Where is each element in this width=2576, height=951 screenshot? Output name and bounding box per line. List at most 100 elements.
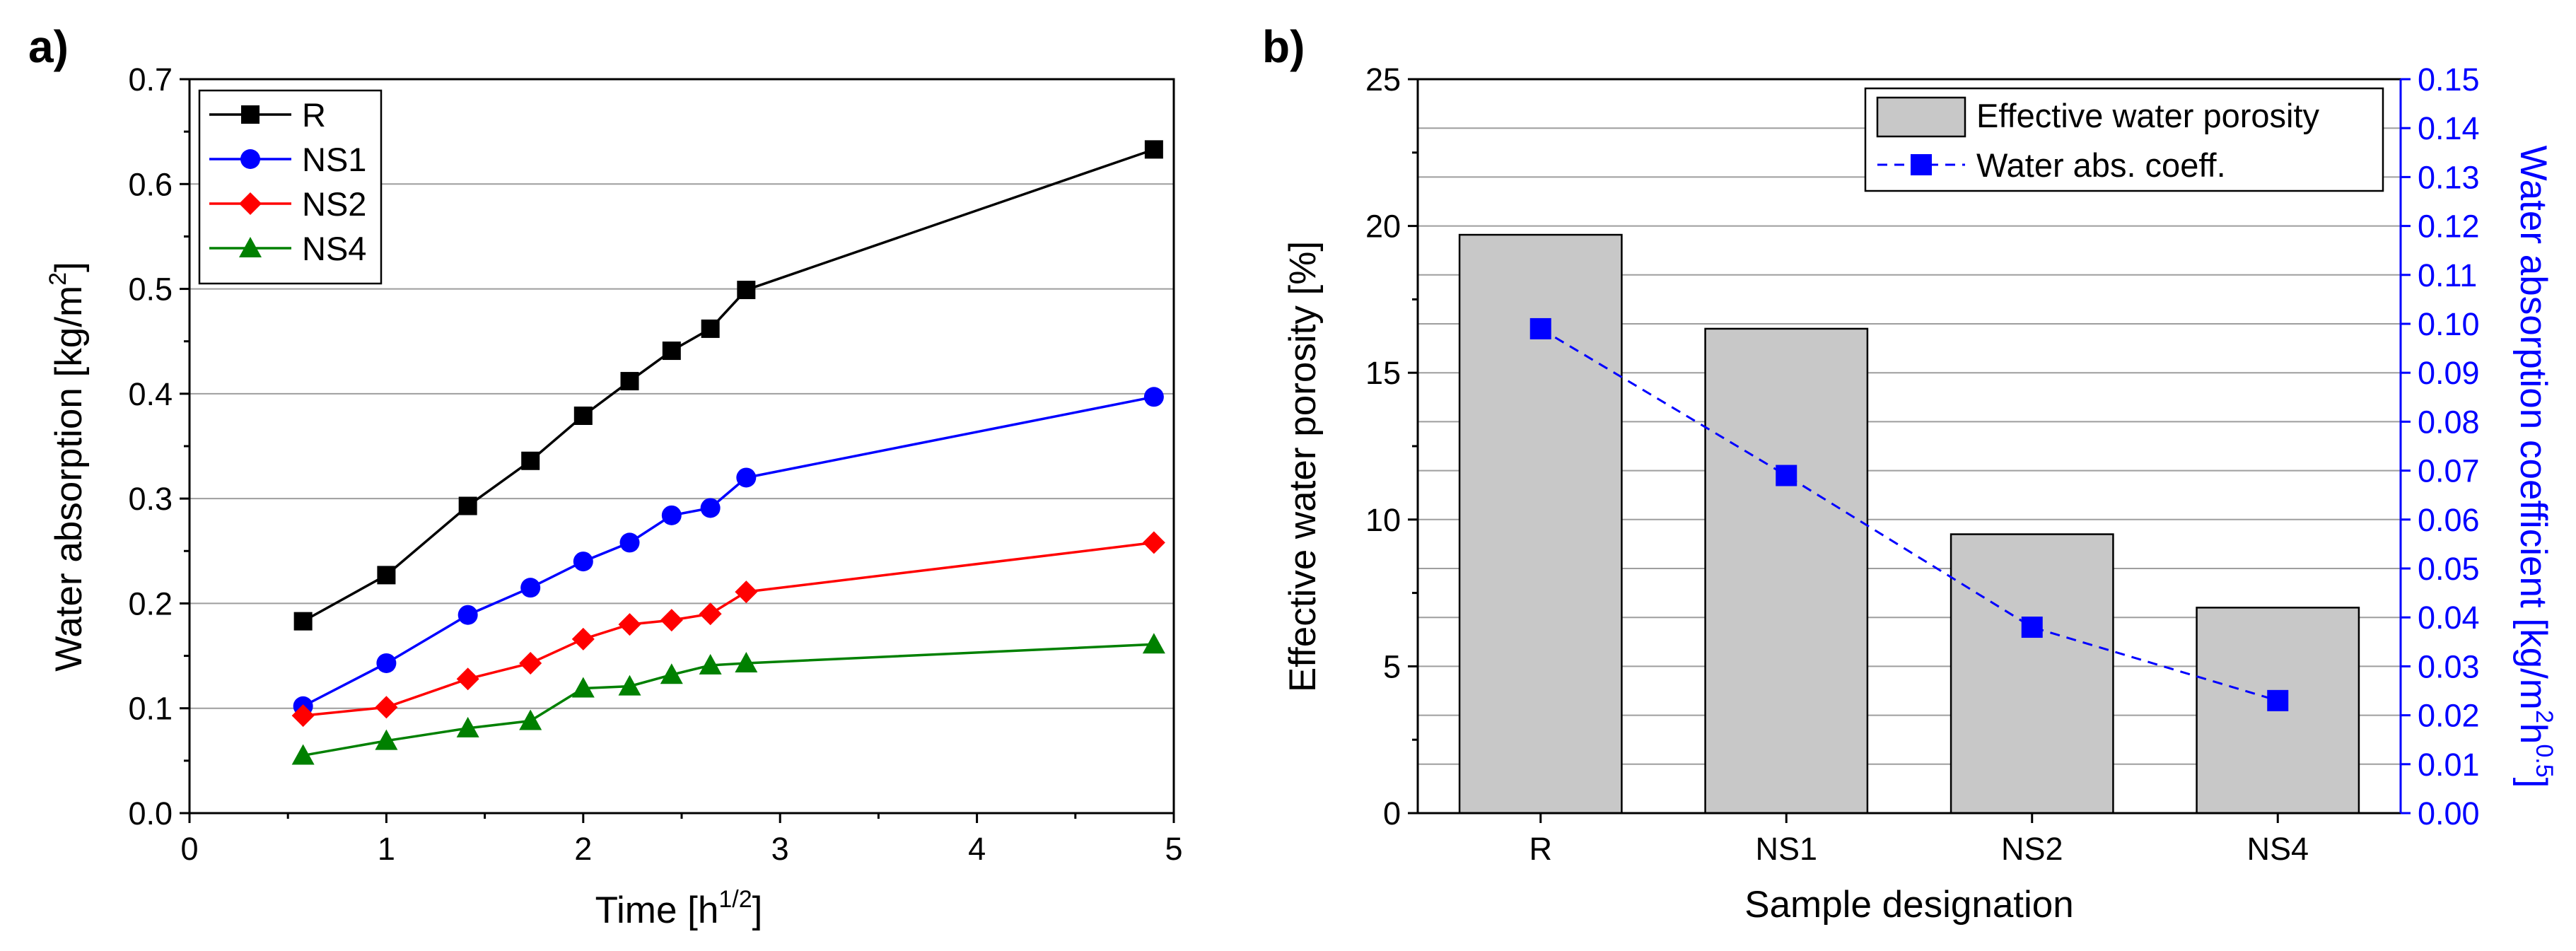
- data-point-ns1: [1143, 387, 1164, 407]
- panel-b-left-tick-label: 5: [1383, 648, 1401, 684]
- data-point-r: [293, 612, 313, 631]
- legend-marker-ns1: [240, 149, 260, 169]
- panel-a-legend: R NS1 NS2 NS4: [198, 89, 383, 285]
- panel-a-x-tick-label: 3: [771, 831, 789, 867]
- panel-b-right-tick-label: 0.04: [2418, 600, 2480, 636]
- panel-b-right-tick-label: 0.08: [2418, 404, 2480, 440]
- data-point-ns4: [519, 709, 542, 730]
- panel-a-line-chart: a) 0.0 0.1 0.2 0.3 0.4 0.5 0.6 0.7 0 1 2 3 4 5 Time […: [28, 21, 1183, 931]
- panel-a-x-tick-label: 0: [180, 831, 198, 867]
- legend-label-ns1: NS1: [302, 141, 366, 178]
- panel-b-left-axis-title: Effective water porosity [%]: [1282, 241, 1324, 692]
- series-line-ns1: [302, 395, 1155, 708]
- series-line-ns2: [303, 541, 1155, 717]
- bar-ns1: [1704, 327, 1869, 815]
- panel-a-x-tick-label: 4: [968, 831, 986, 867]
- panel-a-y-tick-label: 0.4: [128, 376, 173, 412]
- panel-b-right-title-mid: h: [2512, 723, 2554, 744]
- coefficient-line: [1539, 327, 2278, 702]
- panel-b-label: b): [1262, 21, 1305, 72]
- data-point-ns2: [699, 602, 722, 626]
- data-point-r: [377, 566, 396, 585]
- panel-a-y-tick-label: 0.5: [128, 272, 173, 308]
- panel-b-left-tick-label: 20: [1365, 209, 1401, 245]
- data-point-r: [458, 496, 477, 515]
- coefficient-point-ns2: [2021, 617, 2043, 638]
- panel-b-right-axis-title: Water absorption coefficient [kg/m2h0.5]: [2512, 146, 2558, 788]
- panel-b-right-tick-label: 0.06: [2418, 502, 2480, 538]
- coefficient-point-ns1: [1776, 465, 1797, 486]
- panel-b-bars: [1458, 233, 2360, 815]
- panel-b-right-tick-label: 0.00: [2418, 795, 2480, 832]
- coefficient-point-r: [1529, 317, 1551, 339]
- panel-a-axes: 0.0 0.1 0.2 0.3 0.4 0.5 0.6 0.7 0 1 2 3 4 5: [128, 62, 1182, 867]
- panel-b-right-tick-label: 0.01: [2418, 747, 2480, 783]
- data-point-ns4: [735, 651, 758, 672]
- data-point-r: [573, 406, 593, 425]
- panel-a-plot-frame: [188, 78, 1175, 815]
- legend-marker-ns4: [239, 237, 262, 257]
- data-point-ns4: [660, 663, 683, 684]
- panel-b-left-tick-label: 10: [1365, 502, 1401, 538]
- panel-a-legend-box: [198, 89, 383, 285]
- data-point-ns1: [736, 467, 757, 488]
- panel-b-left-tick-label: 0: [1383, 795, 1401, 832]
- panel-b-right-tick-label: 0.10: [2418, 306, 2480, 342]
- data-point-ns2: [375, 696, 398, 719]
- panel-a-x-title-end: ]: [752, 889, 763, 931]
- panel-b-right-tick-label: 0.03: [2418, 648, 2480, 684]
- panel-b-x-axis-title: Sample designation: [1744, 884, 2074, 926]
- panel-a-y-tick-label: 0.2: [128, 585, 173, 622]
- data-point-r: [662, 342, 681, 361]
- data-point-ns1: [520, 578, 541, 598]
- panel-a-legend-entries: R NS1 NS2 NS4: [209, 96, 366, 267]
- series-line-r: [302, 148, 1155, 623]
- panel-a-x-tick-label: 5: [1165, 831, 1182, 867]
- data-point-ns4: [699, 653, 722, 675]
- data-point-ns2: [660, 609, 683, 632]
- data-point-ns2: [1142, 531, 1165, 554]
- panel-b-legend-label-coefficient: Water abs. coeff.: [1976, 146, 2226, 184]
- data-point-ns4: [456, 716, 479, 737]
- panel-b-right-title-sup1: 2: [2531, 710, 2558, 723]
- data-point-ns2: [456, 667, 479, 691]
- panel-b-category-label: NS2: [2001, 831, 2063, 867]
- bar-ns2: [1950, 533, 2114, 815]
- panel-b-right-tick-label: 0.11: [2418, 257, 2477, 293]
- legend-label-ns2: NS2: [302, 185, 366, 223]
- legend-marker-r: [241, 105, 260, 124]
- panel-a-x-tick-label: 1: [378, 831, 395, 867]
- panel-b-right-tick-label: 0.12: [2418, 209, 2480, 245]
- panel-b-category-label: NS4: [2246, 831, 2309, 867]
- panel-b-left-tick-label: 15: [1365, 355, 1401, 391]
- panel-b-coefficient-series: [1529, 317, 2289, 711]
- legend-label-r: R: [302, 96, 326, 134]
- data-point-r: [620, 372, 639, 391]
- data-point-ns1: [619, 532, 640, 553]
- data-point-ns2: [618, 613, 641, 636]
- panel-b-category-label: NS1: [1755, 831, 1817, 867]
- legend-label-ns4: NS4: [302, 230, 366, 267]
- data-point-r: [701, 319, 720, 338]
- data-point-ns1: [376, 653, 397, 673]
- data-point-ns1: [700, 498, 721, 518]
- panel-b-axes: 0.00 0.01 0.02 0.03 0.04 0.05 0.06 0.07 0.08 0.09…: [1365, 62, 2480, 867]
- panel-b-right-title-text: Water absorption coefficient [kg/m: [2512, 146, 2554, 710]
- panel-a-series: [291, 140, 1165, 765]
- panel-b-right-tick-label: 0.07: [2418, 453, 2480, 489]
- data-point-ns2: [291, 704, 315, 728]
- data-point-ns1: [457, 605, 478, 625]
- panel-b-right-tick-label: 0.13: [2418, 159, 2480, 195]
- panel-a-y-tick-label: 0.6: [128, 166, 173, 202]
- panel-b-legend: Effective water porosity Water abs. coef…: [1864, 87, 2384, 192]
- panel-b-left-tick-label: 25: [1365, 62, 1401, 98]
- data-point-r: [521, 451, 540, 470]
- panel-b-right-tick-label: 0.14: [2418, 110, 2480, 146]
- data-point-ns1: [661, 505, 682, 525]
- legend-marker-ns2: [239, 192, 262, 215]
- data-point-ns1: [573, 552, 593, 572]
- panel-a-y-axis-title: Water absorption [kg/m2]: [45, 262, 90, 672]
- panel-b-right-tick-label: 0.02: [2418, 698, 2480, 734]
- panel-a-x-title-text: Time [h: [595, 889, 719, 931]
- data-point-r: [737, 281, 756, 300]
